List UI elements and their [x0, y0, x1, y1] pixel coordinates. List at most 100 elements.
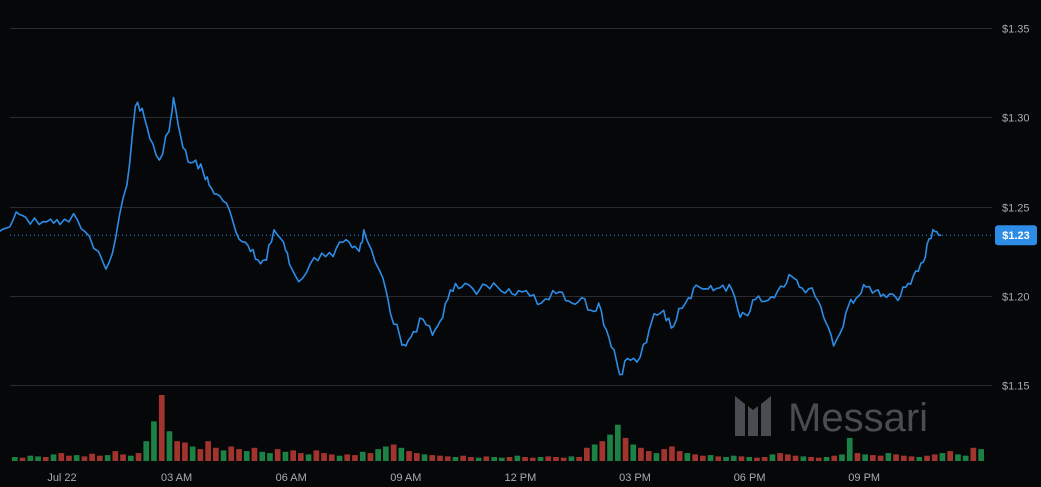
volume-bar: [58, 453, 65, 461]
volume-bar: [506, 457, 513, 461]
volume-bar: [66, 455, 72, 461]
volume-bar: [568, 456, 575, 461]
volume-bar: [174, 441, 180, 461]
volume-bar: [398, 447, 405, 461]
volume-bar: [522, 457, 528, 461]
volume-bar: [437, 455, 443, 461]
volume-bar: [359, 451, 366, 461]
volume-bar: [236, 449, 242, 461]
volume-bar: [491, 457, 497, 461]
volume-bar: [638, 447, 644, 461]
volume-bar: [166, 431, 173, 461]
current-price-tag: $1.23: [995, 225, 1037, 246]
volume-bar: [669, 446, 675, 461]
y-tick-label: $1.15: [1002, 381, 1030, 393]
volume-bar: [220, 450, 227, 461]
volume-bar: [939, 453, 946, 461]
volume-bar: [839, 454, 845, 461]
volume-bar: [854, 453, 861, 461]
volume-bar: [112, 451, 119, 461]
volume-bar: [182, 442, 188, 461]
volume-bar: [877, 455, 884, 461]
volume-bar: [777, 453, 783, 461]
volume-bar: [128, 455, 134, 461]
volume-bar: [305, 454, 312, 461]
volume-bar: [514, 455, 521, 461]
volume-bar: [120, 454, 126, 461]
volume-bar: [444, 456, 451, 461]
volume-bar: [383, 446, 389, 461]
volume-bar: [676, 451, 683, 461]
volume-bar: [352, 455, 358, 461]
volume-bar: [707, 455, 714, 461]
volume-bar: [576, 457, 582, 461]
volume-bar: [483, 456, 490, 461]
volume-bar: [545, 456, 552, 461]
volume-bar: [931, 454, 938, 461]
volume-bar: [661, 449, 667, 461]
volume-bar: [50, 454, 57, 461]
volume-bar: [197, 449, 204, 461]
volume-bar: [189, 446, 196, 461]
volume-bar: [893, 454, 899, 461]
volume-bar: [962, 455, 969, 461]
volume-bar: [42, 457, 49, 461]
volume-bar: [97, 455, 103, 461]
y-tick-label: $1.25: [1002, 203, 1030, 215]
volume-bar: [12, 457, 18, 461]
volume-bar: [213, 447, 219, 461]
volume-bar: [328, 454, 335, 461]
watermark-text: Messari: [788, 396, 928, 440]
volume-bar: [228, 446, 235, 461]
volume-bar: [336, 455, 343, 461]
volume-bar: [846, 437, 853, 461]
volume-bar: [499, 457, 505, 461]
volume-bar: [104, 455, 111, 461]
volume-bar: [761, 457, 768, 461]
volume-bar: [715, 456, 722, 461]
volume-bar: [723, 457, 729, 461]
volume-bar: [908, 456, 915, 461]
volume-bar: [885, 453, 892, 461]
volume-bar: [815, 457, 822, 461]
volume-bar: [537, 457, 544, 461]
volume-bar: [298, 453, 304, 461]
volume-bar: [823, 457, 830, 461]
volume-bar: [684, 453, 691, 461]
volume-bar: [158, 395, 165, 461]
volume-bar: [738, 456, 745, 461]
x-tick-label: 09 PM: [848, 472, 880, 484]
volume-bar: [375, 449, 381, 461]
volume-bar: [421, 454, 428, 461]
volume-bar: [344, 454, 351, 461]
volume-bar: [414, 453, 420, 461]
volume-bar: [645, 451, 652, 461]
y-tick-label: $1.35: [1002, 24, 1030, 36]
volume-bar: [452, 457, 459, 461]
volume-bar: [321, 453, 327, 461]
volume-bar: [27, 455, 34, 461]
volume-bar: [792, 455, 799, 461]
volume-bar: [746, 457, 753, 461]
x-tick-label: 03 PM: [619, 472, 651, 484]
volume-bar: [560, 457, 567, 461]
volume-bar: [870, 455, 876, 461]
y-tick-label: $1.20: [1002, 292, 1030, 304]
volume-bar: [151, 421, 157, 461]
volume-bar: [599, 441, 606, 461]
volume-bar: [313, 450, 320, 461]
volume-bar: [251, 447, 258, 461]
volume-bar: [800, 456, 807, 461]
volume-bar: [700, 455, 706, 461]
messari-logo-icon: [735, 396, 771, 436]
price-series-line: [0, 96, 942, 376]
volume-bar: [615, 424, 621, 461]
volume-bar: [243, 451, 250, 461]
volume-bar: [924, 455, 930, 461]
volume-bar: [955, 454, 961, 461]
volume-bar: [89, 453, 95, 461]
volume-bar: [290, 450, 296, 461]
volume-bar: [978, 449, 984, 461]
volume-bar: [831, 455, 838, 461]
volume-bar: [390, 444, 397, 461]
